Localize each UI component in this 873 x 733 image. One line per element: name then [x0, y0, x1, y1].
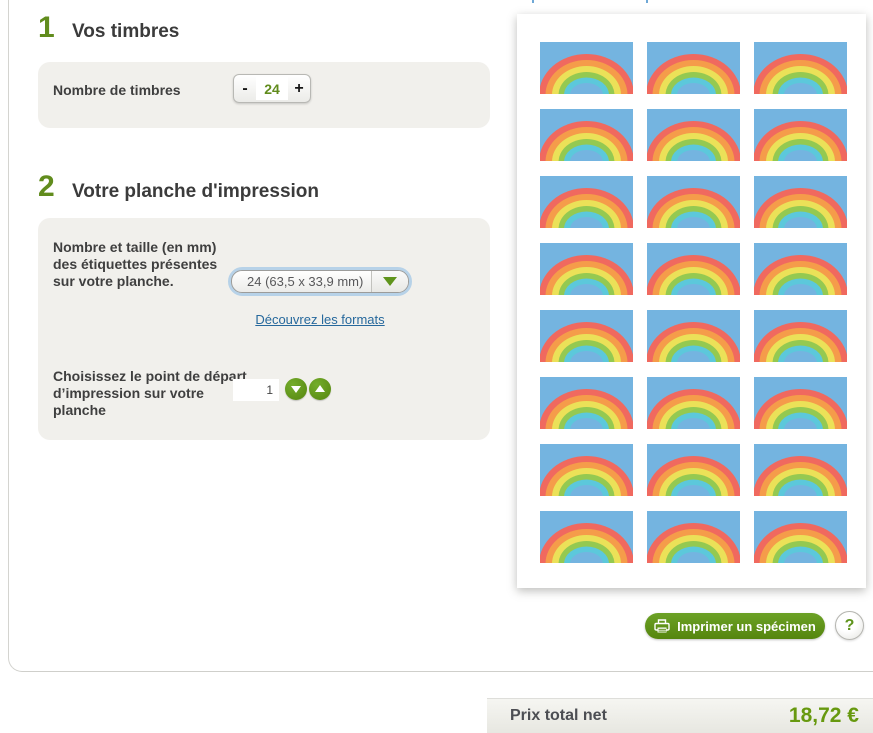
step-2-title: Votre planche d'impression — [72, 181, 319, 202]
stamp-preview — [647, 377, 740, 429]
stamp-preview — [754, 511, 847, 563]
stamp-preview — [540, 511, 633, 563]
dashed-border-remnant — [532, 0, 534, 3]
stamp-preview — [647, 511, 740, 563]
arrow-up-icon — [315, 385, 325, 392]
total-price-label: Prix total net — [510, 706, 607, 724]
print-specimen-label: Imprimer un spécimen — [677, 618, 816, 634]
stamp-preview — [647, 42, 740, 94]
stamp-preview — [647, 310, 740, 362]
stamp-preview — [540, 176, 633, 228]
stamp-preview — [754, 109, 847, 161]
stamp-preview — [647, 243, 740, 295]
stamp-preview — [540, 42, 633, 94]
stamp-preview — [754, 444, 847, 496]
format-select-focus-ring: 24 (63,5 x 33,9 mm) — [228, 267, 412, 296]
stamp-preview — [540, 444, 633, 496]
stamps-count-label: Nombre de timbres — [53, 82, 181, 98]
step-1-number: 1 — [38, 11, 55, 44]
decrease-stamps-button[interactable]: - — [242, 79, 248, 97]
stamp-preview — [647, 176, 740, 228]
stamp-preview — [754, 42, 847, 94]
stamps-count-box: Nombre de timbres - 24 + — [38, 62, 490, 128]
start-position-decrease-button[interactable] — [285, 378, 307, 400]
printer-icon — [654, 618, 670, 632]
stamp-preview — [540, 243, 633, 295]
stamp-grid — [517, 14, 866, 563]
stamp-preview — [540, 310, 633, 362]
stamp-preview — [754, 377, 847, 429]
stamp-preview — [540, 377, 633, 429]
stamp-preview — [754, 176, 847, 228]
chevron-down-icon — [383, 277, 397, 286]
stamp-preview — [754, 310, 847, 362]
question-mark-icon: ? — [844, 616, 855, 634]
format-select-value: 24 (63,5 x 33,9 mm) — [247, 274, 364, 289]
stamp-preview — [647, 444, 740, 496]
label-start-position: Choisissez le point de départ d’impressi… — [53, 368, 247, 418]
stamp-preview — [540, 109, 633, 161]
total-price-value: 18,72 € — [788, 703, 859, 727]
print-specimen-button[interactable]: Imprimer un spécimen — [645, 613, 825, 639]
format-select-caret-zone[interactable] — [371, 271, 408, 292]
dashed-border-remnant — [646, 0, 648, 3]
help-button[interactable]: ? — [835, 611, 864, 640]
total-price-bar: Prix total net 18,72 € — [487, 698, 873, 733]
increase-stamps-button[interactable]: + — [294, 79, 304, 97]
format-select[interactable]: 24 (63,5 x 33,9 mm) — [231, 270, 409, 293]
print-sheet-preview — [517, 14, 866, 588]
step-1-title: Vos timbres — [72, 21, 180, 42]
arrow-down-icon — [291, 386, 301, 393]
sheet-options-box: Nombre et taille (en mm) des étiquettes … — [38, 218, 490, 440]
stamp-preview — [647, 109, 740, 161]
step-2-number: 2 — [38, 170, 55, 203]
stamps-count-value[interactable]: 24 — [256, 77, 288, 100]
stamps-count-stepper: - 24 + — [233, 74, 311, 103]
label-size-of-labels: Nombre et taille (en mm) des étiquettes … — [53, 239, 218, 289]
discover-formats-link[interactable]: Découvrez les formats — [255, 312, 385, 327]
start-position-increase-button[interactable] — [309, 378, 331, 400]
start-position-input[interactable] — [233, 379, 279, 401]
stamp-preview — [754, 243, 847, 295]
